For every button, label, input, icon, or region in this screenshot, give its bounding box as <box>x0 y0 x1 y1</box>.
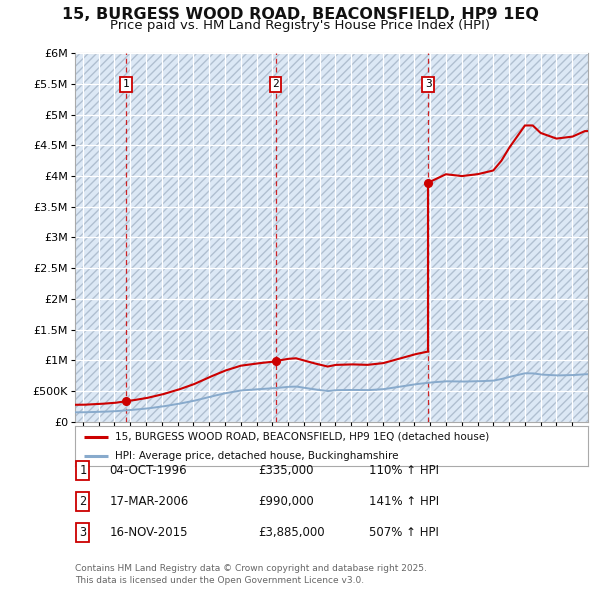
Text: 3: 3 <box>425 80 431 90</box>
Text: £990,000: £990,000 <box>258 495 314 508</box>
Text: 141% ↑ HPI: 141% ↑ HPI <box>369 495 439 508</box>
Text: 1: 1 <box>123 80 130 90</box>
Text: 04-OCT-1996: 04-OCT-1996 <box>109 464 187 477</box>
Text: £335,000: £335,000 <box>258 464 314 477</box>
Text: 16-NOV-2015: 16-NOV-2015 <box>109 526 188 539</box>
Text: 2: 2 <box>272 80 279 90</box>
Text: HPI: Average price, detached house, Buckinghamshire: HPI: Average price, detached house, Buck… <box>115 451 398 461</box>
Text: 1: 1 <box>79 464 86 477</box>
Text: 507% ↑ HPI: 507% ↑ HPI <box>369 526 439 539</box>
Text: 15, BURGESS WOOD ROAD, BEACONSFIELD, HP9 1EQ (detached house): 15, BURGESS WOOD ROAD, BEACONSFIELD, HP9… <box>115 432 489 442</box>
Text: 2: 2 <box>79 495 86 508</box>
Text: 3: 3 <box>79 526 86 539</box>
Text: 110% ↑ HPI: 110% ↑ HPI <box>369 464 439 477</box>
Text: Price paid vs. HM Land Registry's House Price Index (HPI): Price paid vs. HM Land Registry's House … <box>110 19 490 32</box>
Text: 15, BURGESS WOOD ROAD, BEACONSFIELD, HP9 1EQ: 15, BURGESS WOOD ROAD, BEACONSFIELD, HP9… <box>62 7 538 22</box>
Text: 17-MAR-2006: 17-MAR-2006 <box>109 495 188 508</box>
Text: £3,885,000: £3,885,000 <box>258 526 325 539</box>
Text: Contains HM Land Registry data © Crown copyright and database right 2025.
This d: Contains HM Land Registry data © Crown c… <box>75 564 427 585</box>
